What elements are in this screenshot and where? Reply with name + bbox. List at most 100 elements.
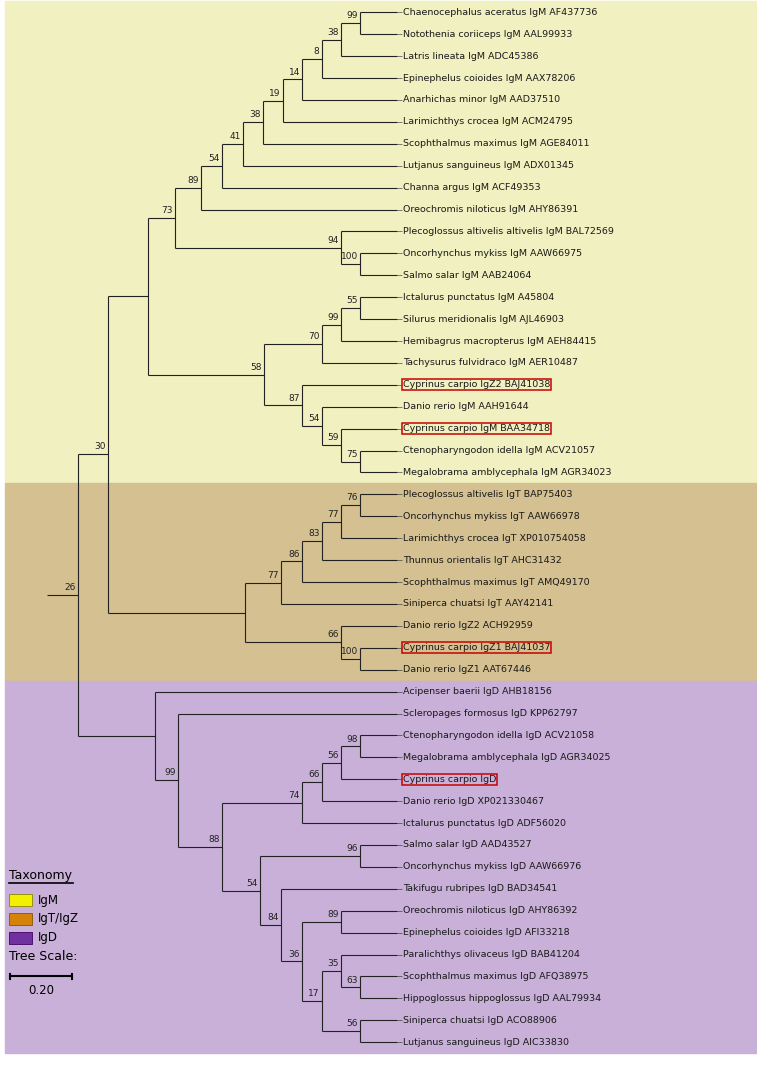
Text: Paralichthys olivaceus IgD BAB41204: Paralichthys olivaceus IgD BAB41204 <box>403 950 580 960</box>
Text: Danio rerio IgZ2 ACH92959: Danio rerio IgZ2 ACH92959 <box>403 622 533 630</box>
Text: Danio rerio IgM AAH91644: Danio rerio IgM AAH91644 <box>403 402 528 412</box>
Text: Tree Scale:: Tree Scale: <box>9 950 77 963</box>
Text: 100: 100 <box>341 252 358 261</box>
Text: Cyprinus carpio IgD: Cyprinus carpio IgD <box>403 774 497 784</box>
Text: 94: 94 <box>327 236 338 245</box>
Text: 59: 59 <box>327 433 338 442</box>
Text: 19: 19 <box>269 89 281 97</box>
Text: Lutjanus sanguineus IgM ADX01345: Lutjanus sanguineus IgM ADX01345 <box>403 161 574 170</box>
Text: 41: 41 <box>229 132 241 141</box>
Text: Ictalurus punctatus IgD ADF56020: Ictalurus punctatus IgD ADF56020 <box>403 819 566 827</box>
Text: 100: 100 <box>341 647 358 656</box>
Text: IgT/IgZ: IgT/IgZ <box>38 912 79 925</box>
Text: Anarhichas minor IgM AAD37510: Anarhichas minor IgM AAD37510 <box>403 95 560 104</box>
Text: 84: 84 <box>267 913 279 923</box>
Text: 83: 83 <box>308 530 319 538</box>
Text: 89: 89 <box>327 910 338 918</box>
Text: 99: 99 <box>327 313 338 322</box>
Text: 76: 76 <box>347 494 358 503</box>
Bar <box>5 483 757 680</box>
Text: 66: 66 <box>327 630 338 639</box>
Text: 56: 56 <box>347 1019 358 1029</box>
Text: Danio rerio IgD XP021330467: Danio rerio IgD XP021330467 <box>403 797 544 806</box>
Text: 96: 96 <box>347 844 358 853</box>
Text: Oreochromis niloticus IgM AHY86391: Oreochromis niloticus IgM AHY86391 <box>403 205 578 214</box>
Text: Ictalurus punctatus IgM A45804: Ictalurus punctatus IgM A45804 <box>403 292 554 302</box>
Text: 87: 87 <box>288 393 300 403</box>
Text: Ctenopharyngodon idella IgD ACV21058: Ctenopharyngodon idella IgD ACV21058 <box>403 731 594 740</box>
Text: Cyprinus carpio IgZ2 BAJ41038: Cyprinus carpio IgZ2 BAJ41038 <box>403 380 550 389</box>
Text: 54: 54 <box>246 878 257 888</box>
Text: Hemibagrus macropterus IgM AEH84415: Hemibagrus macropterus IgM AEH84415 <box>403 337 597 345</box>
Text: 99: 99 <box>164 768 176 778</box>
Text: Megalobrama amblycephala IgM AGR34023: Megalobrama amblycephala IgM AGR34023 <box>403 468 612 477</box>
Text: Latris lineata IgM ADC45386: Latris lineata IgM ADC45386 <box>403 52 538 61</box>
Text: Oncorhynchus mykiss IgD AAW66976: Oncorhynchus mykiss IgD AAW66976 <box>403 862 581 872</box>
Text: Cyprinus carpio IgM BAA34718: Cyprinus carpio IgM BAA34718 <box>403 425 550 433</box>
Text: 55: 55 <box>347 297 358 305</box>
Text: Salmo salar IgD AAD43527: Salmo salar IgD AAD43527 <box>403 840 531 849</box>
Text: 8: 8 <box>313 47 319 56</box>
Text: 77: 77 <box>267 571 279 579</box>
Text: Oncorhynchus mykiss IgT AAW66978: Oncorhynchus mykiss IgT AAW66978 <box>403 512 580 521</box>
Text: 0.20: 0.20 <box>28 984 55 997</box>
Text: 70: 70 <box>308 331 319 341</box>
Bar <box>5 680 757 1053</box>
Text: Megalobrama amblycephala IgD AGR34025: Megalobrama amblycephala IgD AGR34025 <box>403 753 611 761</box>
Text: 17: 17 <box>308 989 319 999</box>
Text: Scophthalmus maximus IgT AMQ49170: Scophthalmus maximus IgT AMQ49170 <box>403 577 590 587</box>
Text: Takifugu rubripes IgD BAD34541: Takifugu rubripes IgD BAD34541 <box>403 885 557 893</box>
Text: Channa argus IgM ACF49353: Channa argus IgM ACF49353 <box>403 183 540 192</box>
Text: 54: 54 <box>208 154 220 162</box>
Text: Danio rerio IgZ1 AAT67446: Danio rerio IgZ1 AAT67446 <box>403 665 531 675</box>
Text: 36: 36 <box>288 950 300 958</box>
Text: 26: 26 <box>64 584 76 592</box>
Text: Scophthalmus maximus IgM AGE84011: Scophthalmus maximus IgM AGE84011 <box>403 140 590 148</box>
Text: 75: 75 <box>347 449 358 459</box>
Bar <box>5 1 757 483</box>
Text: 30: 30 <box>94 443 106 452</box>
Text: 35: 35 <box>327 960 338 968</box>
Bar <box>9 913 32 925</box>
Text: Hippoglossus hippoglossus IgD AAL79934: Hippoglossus hippoglossus IgD AAL79934 <box>403 994 601 1003</box>
Text: IgD: IgD <box>38 931 58 944</box>
Text: Silurus meridionalis IgM AJL46903: Silurus meridionalis IgM AJL46903 <box>403 314 564 324</box>
Text: Oncorhynchus mykiss IgM AAW66975: Oncorhynchus mykiss IgM AAW66975 <box>403 249 582 258</box>
Text: 74: 74 <box>288 791 300 799</box>
Text: Cyprinus carpio IgZ1 BAJ41037: Cyprinus carpio IgZ1 BAJ41037 <box>403 643 550 652</box>
Text: 77: 77 <box>327 510 338 519</box>
Text: 86: 86 <box>288 550 300 559</box>
Text: IgM: IgM <box>38 893 58 906</box>
Text: Oreochromis niloticus IgD AHY86392: Oreochromis niloticus IgD AHY86392 <box>403 906 578 915</box>
Text: Scophthalmus maximus IgD AFQ38975: Scophthalmus maximus IgD AFQ38975 <box>403 971 588 981</box>
Text: 66: 66 <box>308 770 319 779</box>
Text: 58: 58 <box>250 363 262 371</box>
Bar <box>9 931 32 943</box>
Text: Larimichthys crocea IgT XP010754058: Larimichthys crocea IgT XP010754058 <box>403 534 586 543</box>
Text: Epinephelus coioides IgM AAX78206: Epinephelus coioides IgM AAX78206 <box>403 74 575 82</box>
Text: Siniperca chuatsi IgD ACO88906: Siniperca chuatsi IgD ACO88906 <box>403 1016 557 1025</box>
Text: 88: 88 <box>208 835 220 844</box>
Text: 38: 38 <box>249 110 261 119</box>
Bar <box>9 895 32 906</box>
Text: Chaenocephalus aceratus IgM AF437736: Chaenocephalus aceratus IgM AF437736 <box>403 8 597 17</box>
Text: Salmo salar IgM AAB24064: Salmo salar IgM AAB24064 <box>403 271 531 279</box>
Text: Larimichthys crocea IgM ACM24795: Larimichthys crocea IgM ACM24795 <box>403 117 573 127</box>
Text: Tachysurus fulvidraco IgM AER10487: Tachysurus fulvidraco IgM AER10487 <box>403 358 578 367</box>
Text: Plecoglossus altivelis IgT BAP75403: Plecoglossus altivelis IgT BAP75403 <box>403 490 572 499</box>
Text: Epinephelus coioides IgD AFI33218: Epinephelus coioides IgD AFI33218 <box>403 928 570 937</box>
Text: Ctenopharyngodon idella IgM ACV21057: Ctenopharyngodon idella IgM ACV21057 <box>403 446 595 455</box>
Text: Lutjanus sanguineus IgD AIC33830: Lutjanus sanguineus IgD AIC33830 <box>403 1038 569 1046</box>
Text: 89: 89 <box>187 175 198 185</box>
Text: 38: 38 <box>327 28 338 37</box>
Text: Siniperca chuatsi IgT AAY42141: Siniperca chuatsi IgT AAY42141 <box>403 600 553 609</box>
Text: 56: 56 <box>327 751 338 760</box>
Text: Scleropages formosus IgD KPP62797: Scleropages formosus IgD KPP62797 <box>403 709 578 718</box>
Text: Thunnus orientalis IgT AHC31432: Thunnus orientalis IgT AHC31432 <box>403 556 562 564</box>
Text: 73: 73 <box>160 206 173 214</box>
Text: Notothenia coriiceps IgM AAL99933: Notothenia coriiceps IgM AAL99933 <box>403 29 572 39</box>
Text: Acipenser baerii IgD AHB18156: Acipenser baerii IgD AHB18156 <box>403 687 552 696</box>
Text: 63: 63 <box>347 976 358 984</box>
Text: 98: 98 <box>347 734 358 744</box>
Text: 99: 99 <box>347 12 358 21</box>
